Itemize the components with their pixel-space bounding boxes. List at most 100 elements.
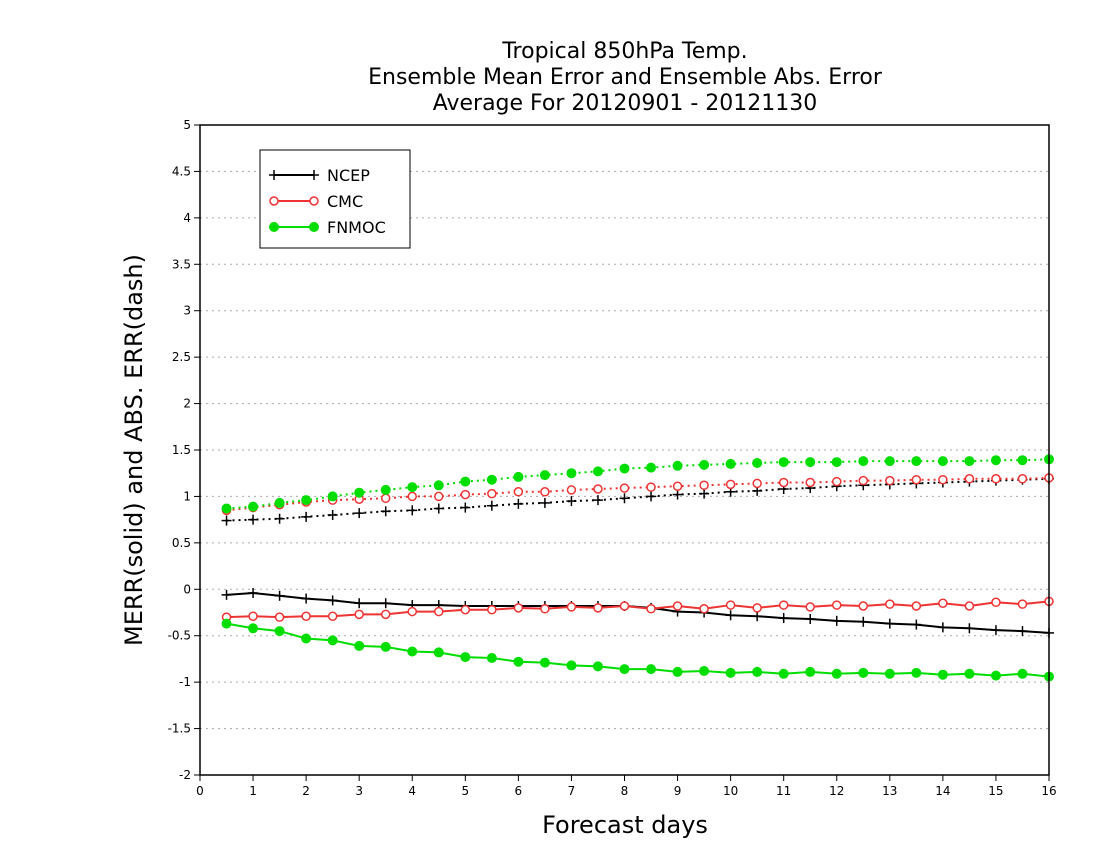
series-cmc-merr-point [487, 604, 497, 615]
series-fnmoc-abs-err-point [380, 484, 391, 495]
x-axis: 0 1 2 3 4 5 6 7 8 9 10 11 12 13 14 15 16 [196, 775, 1057, 798]
legend-item-cmc: CMC [269, 192, 363, 211]
x-tick-label: 10 [723, 784, 738, 798]
x-tick-label: 2 [302, 784, 310, 798]
series-cmc [221, 473, 1054, 622]
series-cmc-abs-err-point [964, 474, 975, 484]
series-ncep-merr-point [327, 595, 338, 606]
series-cmc-abs-err-point [672, 481, 683, 491]
series-ncep-abs-err-point [566, 496, 577, 507]
y-tick-label: 3 [183, 304, 191, 318]
series-fnmoc-abs-err-point [858, 456, 869, 467]
series-fnmoc-abs-err-point [646, 462, 657, 473]
legend-label: FNMOC [327, 218, 386, 237]
y-tick-label: 2.5 [172, 350, 191, 364]
x-tick-label: 11 [776, 784, 791, 798]
series-ncep-abs-err-point [221, 515, 232, 526]
y-tick-label: -0.5 [168, 629, 191, 643]
series-cmc-abs-err-point [938, 474, 948, 485]
series-fnmoc-abs-err-point [460, 476, 471, 487]
series-ncep-abs-err-point [380, 506, 391, 517]
series-fnmoc-abs-err-point [327, 491, 338, 502]
series-fnmoc-abs-err-point [566, 468, 577, 479]
series-fnmoc-merr-point [301, 633, 312, 644]
series-fnmoc-merr-point [1017, 668, 1028, 679]
series-fnmoc-abs-err-point [592, 466, 603, 477]
series-cmc-merr-point [1017, 599, 1028, 609]
series-fnmoc-abs-err-point [990, 455, 1001, 466]
series-fnmoc-abs-err-point [539, 470, 550, 481]
y-tick-label: 4.5 [172, 164, 191, 178]
y-axis: -2 -1.5 -1 -0.5 0 0.5 1 1.5 2 2.5 3 3.5 4 4.5 5 [168, 118, 200, 782]
series-fnmoc-merr-point [778, 668, 789, 679]
series-fnmoc-abs-err-point [513, 471, 524, 482]
series-cmc-merr-point [885, 599, 895, 609]
series-cmc-abs-err-point [593, 484, 603, 494]
x-tick-label: 0 [196, 784, 204, 798]
series-fnmoc-abs-err-point [831, 457, 842, 468]
series-cmc-abs-err-point [991, 474, 1001, 484]
series-cmc-merr-point [593, 603, 603, 613]
series-fnmoc-merr-point [858, 667, 869, 678]
y-axis-label: MERR(solid) and ABS. ERR(dash) [120, 254, 148, 646]
series-fnmoc-merr-point [990, 670, 1001, 681]
series-ncep-merr-point [805, 614, 816, 624]
series-fnmoc-abs-err-point [354, 487, 365, 498]
series-fnmoc-merr-point [274, 626, 285, 637]
series-cmc-abs-err-line [226, 476, 1050, 512]
series-layer [221, 454, 1054, 682]
series-cmc-merr-point [858, 601, 869, 611]
x-tick-label: 9 [674, 784, 682, 798]
x-tick-label: 7 [568, 784, 576, 798]
series-cmc-merr-point [672, 601, 683, 611]
series-ncep-merr-point [354, 598, 365, 609]
series-cmc-merr-point [619, 601, 630, 611]
series-cmc-abs-err-point [752, 478, 762, 489]
series-fnmoc-abs-err-point [752, 458, 763, 468]
series-cmc-merr-point [274, 612, 285, 622]
series-fnmoc-abs-err-point [1017, 455, 1028, 466]
series-ncep-merr-point [778, 613, 789, 624]
y-tick-label: 1 [183, 489, 191, 503]
series-fnmoc-abs-err-point [699, 459, 710, 470]
series-cmc-merr-point [832, 600, 842, 610]
legend-label: NCEP [327, 166, 370, 185]
series-cmc-merr-point [434, 606, 444, 617]
series-ncep-abs-err-point [433, 503, 444, 514]
series-fnmoc-abs-err-point [407, 482, 418, 493]
series-fnmoc-abs-err-point [301, 495, 312, 506]
series-ncep-abs-err-point [248, 514, 259, 525]
legend-marker [269, 170, 279, 180]
series-cmc-merr-point [327, 611, 338, 621]
series-cmc-merr-point [248, 611, 258, 621]
series-fnmoc-merr-point [831, 668, 842, 679]
series-fnmoc-abs-err-point [778, 457, 789, 468]
series-ncep-merr-line [226, 591, 1050, 634]
series-fnmoc-merr-point [964, 668, 975, 679]
series-ncep-abs-err-point [619, 493, 630, 504]
series-cmc-abs-err-point [832, 476, 842, 487]
series-ncep-abs-err-point [460, 502, 471, 513]
series-cmc-merr-point [725, 600, 736, 610]
series-fnmoc-abs-err-point [725, 458, 736, 469]
series-fnmoc-abs-err-line [226, 458, 1050, 510]
legend-label: CMC [327, 192, 363, 211]
legend-item-fnmoc: FNMOC [269, 218, 386, 237]
series-fnmoc-merr-point [619, 664, 630, 675]
series-cmc-abs-err-point [619, 483, 630, 493]
series-ncep-abs-err-point [274, 513, 285, 524]
series-fnmoc-merr-point [354, 640, 365, 651]
series-cmc-merr-point [354, 609, 364, 620]
series-cmc-merr-line [226, 600, 1050, 619]
x-tick-label: 5 [461, 784, 469, 798]
gridlines [200, 170, 1049, 730]
series-fnmoc-merr-point [566, 660, 577, 671]
series-fnmoc-merr-point [672, 666, 683, 677]
legend-marker [269, 196, 279, 206]
series-cmc-abs-err-point [699, 480, 709, 491]
series-fnmoc-merr-point [486, 653, 497, 663]
series-ncep-merr-point [1017, 626, 1028, 637]
series-fnmoc-merr-point [248, 623, 259, 634]
legend-marker [309, 170, 319, 180]
series-cmc-merr-point [911, 601, 922, 611]
